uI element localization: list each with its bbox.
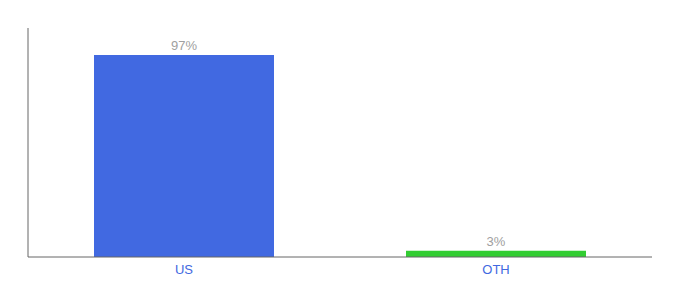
svg-text:97%: 97% [171, 38, 197, 53]
svg-text:OTH: OTH [482, 262, 509, 277]
svg-text:3%: 3% [487, 234, 506, 249]
svg-text:US: US [175, 262, 193, 277]
